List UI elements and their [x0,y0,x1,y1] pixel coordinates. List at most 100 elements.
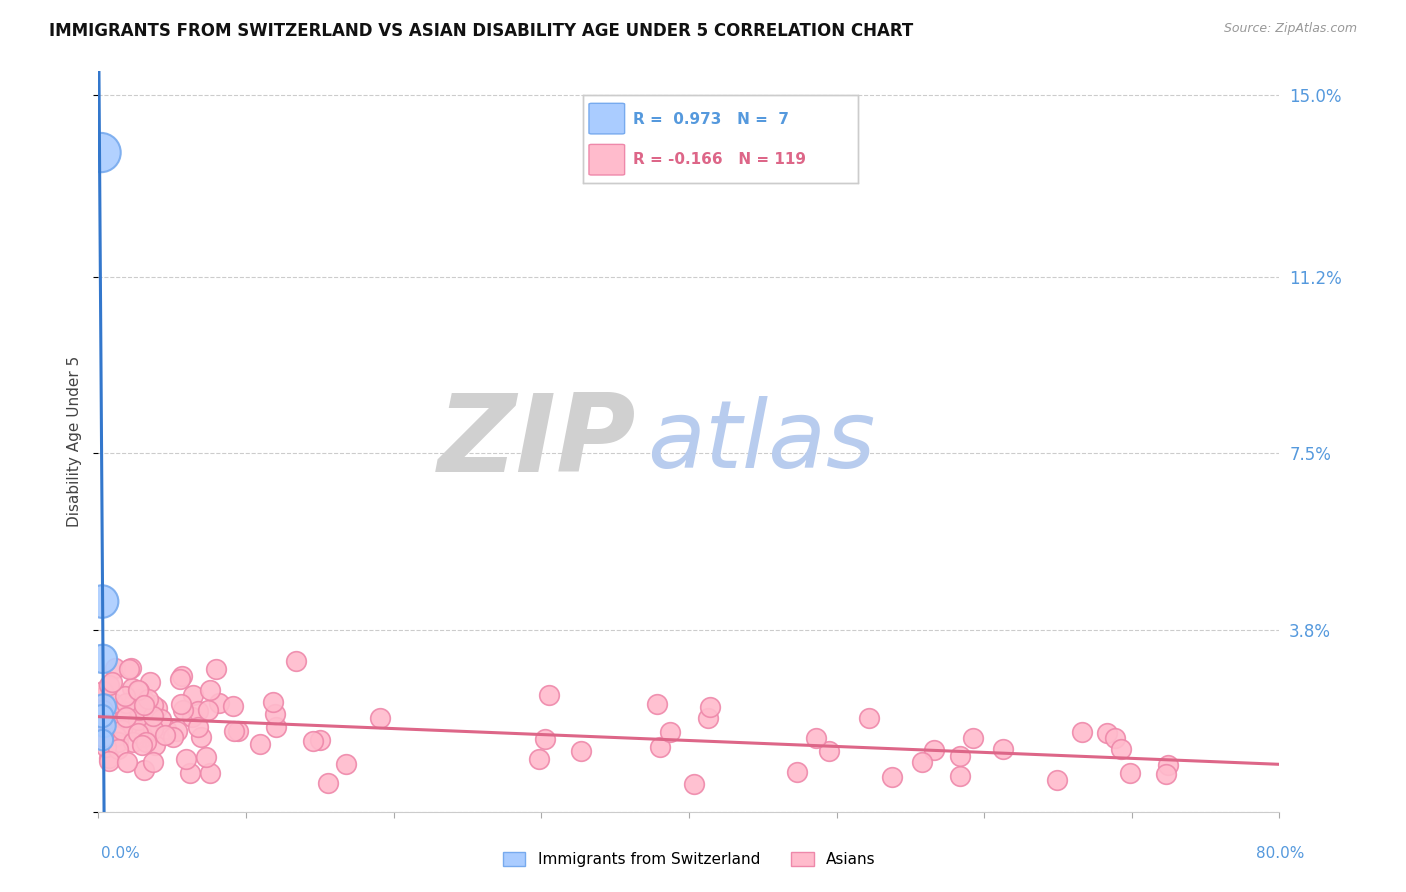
Point [150,712,173,726]
Point [172,669,194,683]
Point [804,731,827,745]
Point [172,703,194,717]
Point [285,654,308,668]
Point [1095,726,1118,740]
Point [190,731,212,745]
FancyBboxPatch shape [589,103,624,134]
Point [262,695,284,709]
Point [146,701,169,715]
Point [93,690,115,704]
Point [93,719,115,733]
Point [207,696,229,710]
Point [166,724,188,739]
Point [880,770,903,784]
Point [187,720,209,734]
Point [683,777,706,791]
Point [1157,758,1180,772]
Point [91,703,114,717]
Point [91,730,114,744]
Point [529,752,551,766]
Point [142,709,165,723]
Point [132,713,155,727]
Point [91,652,114,666]
FancyBboxPatch shape [589,145,624,175]
Point [658,725,681,739]
Point [170,697,193,711]
Point [949,769,972,783]
Point [222,699,245,714]
Point [181,688,204,702]
Point [114,689,136,703]
Point [162,731,184,745]
Point [818,744,841,758]
Point [94,740,117,755]
Point [142,755,165,769]
Point [187,704,209,718]
Point [368,711,391,725]
Point [335,756,357,771]
Point [111,723,134,737]
Point [93,726,115,740]
Point [197,703,219,717]
Point [169,673,191,687]
Point [1119,766,1142,780]
Point [121,681,143,695]
Point [922,743,945,757]
Point [110,719,132,733]
Point [205,662,228,676]
Point [697,711,720,725]
Point [135,735,157,749]
Point [97,754,120,768]
Point [120,661,142,675]
Point [131,738,153,752]
Point [226,723,249,738]
Point [136,724,159,739]
Point [249,737,271,751]
Point [132,698,155,712]
Point [198,682,221,697]
Point [118,662,141,676]
Text: ZIP: ZIP [437,389,636,494]
Point [91,733,114,747]
Point [98,751,121,765]
Point [128,703,150,717]
Point [1154,766,1177,780]
Legend: Immigrants from Switzerland, Asians: Immigrants from Switzerland, Asians [502,852,876,867]
Text: R = -0.166   N = 119: R = -0.166 N = 119 [633,152,806,167]
Point [93,714,115,729]
Point [858,710,880,724]
Point [534,732,557,747]
Text: Source: ZipAtlas.com: Source: ZipAtlas.com [1223,22,1357,36]
Point [1046,773,1069,788]
Point [264,720,287,734]
Point [264,706,287,721]
Y-axis label: Disability Age Under 5: Disability Age Under 5 [67,356,83,527]
Point [1071,725,1094,739]
Point [105,730,128,744]
Point [139,717,162,731]
Point [100,675,122,690]
Point [155,723,177,737]
Point [114,696,136,710]
Point [301,734,323,748]
Point [132,693,155,707]
Point [107,735,129,749]
Point [98,678,121,692]
Point [138,674,160,689]
Point [134,763,156,777]
Point [134,706,156,721]
Point [91,709,114,723]
Point [90,145,112,160]
Point [101,696,124,710]
Point [1109,741,1132,756]
Point [121,719,143,733]
Point [145,739,167,753]
Point [128,683,150,698]
Point [993,741,1015,756]
Point [179,766,201,780]
Point [91,594,114,608]
Text: 0.0%: 0.0% [101,846,141,861]
Point [142,698,165,712]
Point [127,726,149,740]
Point [153,728,176,742]
